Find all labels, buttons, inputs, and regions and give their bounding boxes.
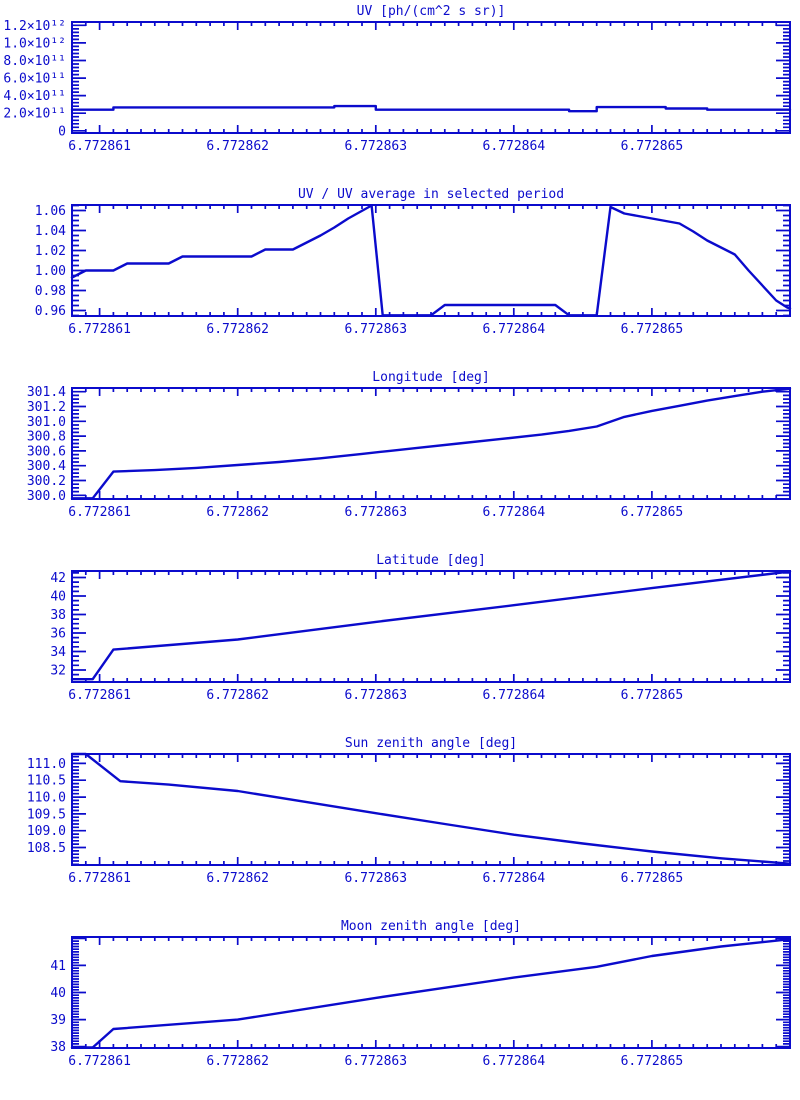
y-tick-label: 301.0	[27, 415, 66, 430]
data-line	[70, 104, 792, 113]
x-tick-label: 6.772865	[621, 322, 684, 337]
x-tick-label: 6.772865	[621, 871, 684, 886]
y-tick-label: 110.5	[27, 774, 66, 789]
x-tick-label: 6.772864	[483, 505, 546, 520]
chart-longitude: Longitude [deg] 300.0300.2300.4300.6300.8…	[27, 370, 792, 520]
x-tick-label: 6.772862	[206, 505, 269, 520]
x-tick-label: 6.772863	[344, 871, 407, 886]
data-line	[70, 752, 792, 865]
chart-moon-zenith: Moon zenith angle [deg] 38 39 40 41 6.772861 6…	[50, 919, 792, 1069]
y-tick-label: 39	[50, 1013, 66, 1028]
y-tick-label: 109.0	[27, 824, 66, 839]
y-tick-label: 6.0×10¹¹	[3, 72, 66, 87]
y-tick-label: 34	[50, 645, 66, 660]
axis-ticks	[71, 754, 791, 866]
x-tick-label: 6.772861	[68, 688, 131, 703]
data-line	[70, 387, 792, 500]
plot-frame	[71, 204, 791, 317]
chart-title: UV [ph/(cm^2 s sr)]	[357, 4, 506, 19]
x-tick-label: 6.772863	[344, 322, 407, 337]
x-tick-label: 6.772864	[483, 1054, 546, 1069]
data-line	[70, 204, 792, 317]
y-tick-label: 300.2	[27, 474, 66, 489]
axis-ticks	[71, 22, 791, 133]
x-tick-label: 6.772861	[68, 871, 131, 886]
y-tick-label: 300.0	[27, 489, 66, 504]
chart-title: Sun zenith angle [deg]	[345, 736, 517, 751]
x-tick-label: 6.772864	[483, 322, 546, 337]
y-tick-label: 0	[58, 124, 66, 139]
chart-title: Longitude [deg]	[372, 370, 489, 385]
y-tick-label: 110.0	[27, 791, 66, 806]
x-tick-label: 6.772864	[483, 871, 546, 886]
plot-frame	[71, 936, 791, 1049]
y-tick-label: 300.6	[27, 444, 66, 459]
x-tick-label: 6.772863	[344, 1054, 407, 1069]
chart-latitude: Latitude [deg] 32 34 36 38 40 42 6.772861 6.7728…	[50, 553, 792, 703]
y-tick-label: 300.8	[27, 430, 66, 445]
x-tick-label: 6.772862	[206, 871, 269, 886]
y-tick-label: 301.4	[27, 385, 66, 400]
axis-ticks	[71, 571, 791, 682]
x-tick-label: 6.772863	[344, 139, 407, 154]
plot-frame	[71, 21, 791, 134]
x-tick-label: 6.772862	[206, 322, 269, 337]
y-tick-label: 1.00	[35, 264, 66, 279]
x-tick-label: 6.772863	[344, 688, 407, 703]
chart-title: Latitude [deg]	[376, 553, 486, 568]
axis-ticks	[71, 937, 791, 1048]
x-tick-label: 6.772863	[344, 505, 407, 520]
y-tick-label: 2.0×10¹¹	[3, 107, 66, 122]
plot-frame	[71, 753, 791, 866]
chart-title: UV / UV average in selected period	[298, 187, 564, 202]
y-tick-label: 0.96	[35, 304, 66, 319]
x-tick-label: 6.772861	[68, 1054, 131, 1069]
chart-uv-ratio: UV / UV average in selected period 0.96 0.…	[35, 187, 792, 337]
y-tick-label: 42	[50, 571, 66, 586]
chart-sun-zenith: Sun zenith angle [deg]108.5109.0109.5110…	[27, 736, 792, 886]
y-tick-label: 301.2	[27, 400, 66, 415]
y-tick-label: 4.0×10¹¹	[3, 89, 66, 104]
chart-title: Moon zenith angle [deg]	[341, 919, 521, 934]
x-tick-label: 6.772865	[621, 1054, 684, 1069]
x-tick-label: 6.772861	[68, 505, 131, 520]
x-tick-label: 6.772861	[68, 322, 131, 337]
y-tick-label: 1.0×10¹²	[3, 36, 66, 51]
y-tick-label: 1.02	[35, 244, 66, 259]
y-tick-label: 32	[50, 663, 66, 678]
y-tick-label: 1.06	[35, 204, 66, 219]
x-tick-label: 6.772865	[621, 505, 684, 520]
y-tick-label: 41	[50, 959, 66, 974]
y-tick-label: 38	[50, 608, 66, 623]
y-tick-label: 300.4	[27, 459, 66, 474]
data-line	[70, 570, 792, 681]
x-tick-label: 6.772864	[483, 139, 546, 154]
x-tick-label: 6.772862	[206, 139, 269, 154]
y-tick-label: 40	[50, 589, 66, 604]
y-tick-label: 108.5	[27, 841, 66, 856]
axis-ticks	[71, 204, 791, 317]
y-tick-label: 36	[50, 626, 66, 641]
chart-uv: UV [ph/(cm^2 s sr)] 0 2.0×10¹¹ 4.0×10¹¹ 6.0×…	[3, 4, 792, 154]
plot-frame	[71, 387, 791, 500]
y-tick-label: 0.98	[35, 284, 66, 299]
x-tick-label: 6.772865	[621, 139, 684, 154]
x-tick-label: 6.772865	[621, 688, 684, 703]
y-tick-label: 111.0	[27, 757, 66, 772]
data-line	[70, 938, 792, 1049]
y-tick-label: 1.2×10¹²	[3, 19, 66, 34]
y-tick-label: 1.04	[35, 224, 66, 239]
x-tick-label: 6.772862	[206, 1054, 269, 1069]
plot-frame	[71, 570, 791, 683]
y-tick-label: 40	[50, 986, 66, 1001]
y-tick-label: 8.0×10¹¹	[3, 54, 66, 69]
x-tick-label: 6.772864	[483, 688, 546, 703]
x-tick-label: 6.772861	[68, 139, 131, 154]
y-tick-label: 109.5	[27, 807, 66, 822]
x-tick-label: 6.772862	[206, 688, 269, 703]
y-tick-label: 38	[50, 1040, 66, 1055]
